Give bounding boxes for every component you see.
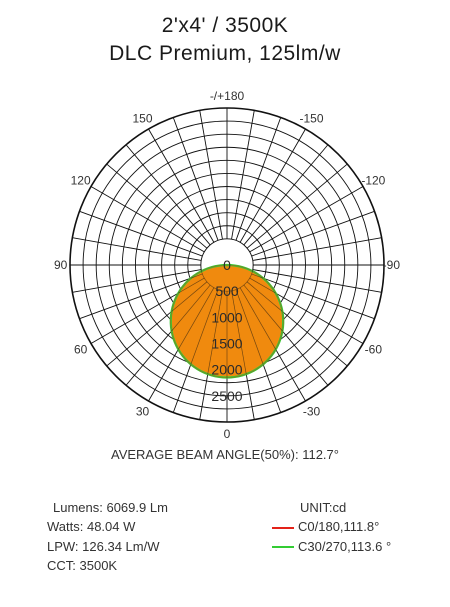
polar-candela-chart: -/+180 150 120 90 60 30 0 -30 -60 -90 -120 -150 0 500… — [54, 89, 400, 440]
grid-spoke — [72, 269, 202, 293]
stat-lumens: Lumens: 6069.9 Lm — [53, 500, 168, 515]
radial-value-label: 2500 — [211, 388, 242, 404]
grid-spoke-overlay — [207, 290, 223, 375]
legend-c0-label: C0/180,111.8° — [298, 519, 380, 534]
grid-spoke — [251, 273, 375, 320]
grid-spoke — [235, 117, 282, 241]
grid-spoke — [239, 128, 306, 243]
angle-label: -120 — [361, 174, 385, 188]
grid-spoke-overlay — [251, 273, 264, 279]
beam-angle-text: AVERAGE BEAM ANGLE(50%): 112.7° — [111, 447, 339, 462]
grid-spoke — [246, 163, 348, 249]
grid-spoke-overlay — [190, 289, 219, 365]
angle-label: -30 — [303, 404, 321, 418]
radial-value-label: 2000 — [211, 362, 242, 378]
legend-c0-swatch — [272, 527, 294, 529]
grid-spoke — [251, 210, 375, 257]
polar-labels: -/+180 150 120 90 60 30 0 -30 -60 -90 -120 -150 0 500… — [54, 89, 400, 440]
distribution-fill — [169, 238, 285, 379]
grid-spoke-overlay — [249, 277, 276, 294]
grid-spoke — [79, 273, 203, 320]
angle-label: -90 — [383, 258, 401, 272]
grid-spoke — [252, 237, 382, 261]
stat-watts: Watts: 48.04 W — [47, 519, 136, 534]
grid-spoke-overlay — [235, 289, 264, 365]
grid-circle-overlay — [200, 238, 254, 292]
chart-title: 2'x4' / 3500K — [161, 14, 289, 37]
grid-spoke — [72, 237, 202, 261]
angle-label: 90 — [54, 258, 68, 272]
legend-c30-label: C30/270,113.6 ° — [298, 539, 392, 554]
grid-spoke — [125, 144, 211, 246]
grid-spoke-overlay — [243, 284, 283, 332]
grid-spoke-overlay — [239, 287, 277, 350]
radial-value-label: 500 — [215, 283, 239, 299]
angle-label: 120 — [71, 174, 91, 188]
grid-spoke-overlay — [177, 287, 215, 350]
grid-spoke-overlay — [190, 273, 203, 279]
grid-spoke-overlay — [171, 281, 208, 312]
grid-spoke-overlay — [246, 281, 283, 312]
legend-unit: UNIT:cd — [300, 500, 347, 515]
grid-spoke-overlay — [231, 290, 247, 375]
angle-label: 60 — [74, 343, 88, 357]
legend-c30-swatch — [272, 546, 294, 548]
grid-spoke — [172, 117, 219, 241]
grid-spoke-overlay — [178, 277, 205, 294]
angle-label: -/+180 — [210, 89, 245, 103]
angle-label: 150 — [132, 112, 152, 126]
angle-label: 0 — [224, 427, 231, 440]
grid-spoke — [90, 186, 205, 253]
grid-spoke — [252, 269, 382, 293]
stat-cct: CCT: 3500K — [47, 558, 118, 573]
grid-spoke — [79, 210, 203, 257]
radial-value-label: 1500 — [211, 336, 242, 352]
grid-spoke — [249, 186, 364, 253]
grid-spoke — [148, 128, 215, 243]
radial-value-label: 0 — [223, 257, 231, 273]
angle-label: 30 — [136, 404, 150, 418]
grid-spoke — [106, 163, 208, 249]
grid-spoke — [231, 110, 255, 240]
angle-label: -150 — [299, 112, 323, 126]
grid-spoke — [199, 110, 223, 240]
radial-value-label: 1000 — [211, 309, 242, 325]
stat-lpw: LPW: 126.34 Lm/W — [47, 539, 160, 554]
grid-spoke — [243, 144, 329, 246]
angle-label: -60 — [365, 343, 383, 357]
grid-spoke-overlay — [171, 284, 211, 332]
chart-subtitle: DLC Premium, 125lm/w — [109, 42, 341, 65]
